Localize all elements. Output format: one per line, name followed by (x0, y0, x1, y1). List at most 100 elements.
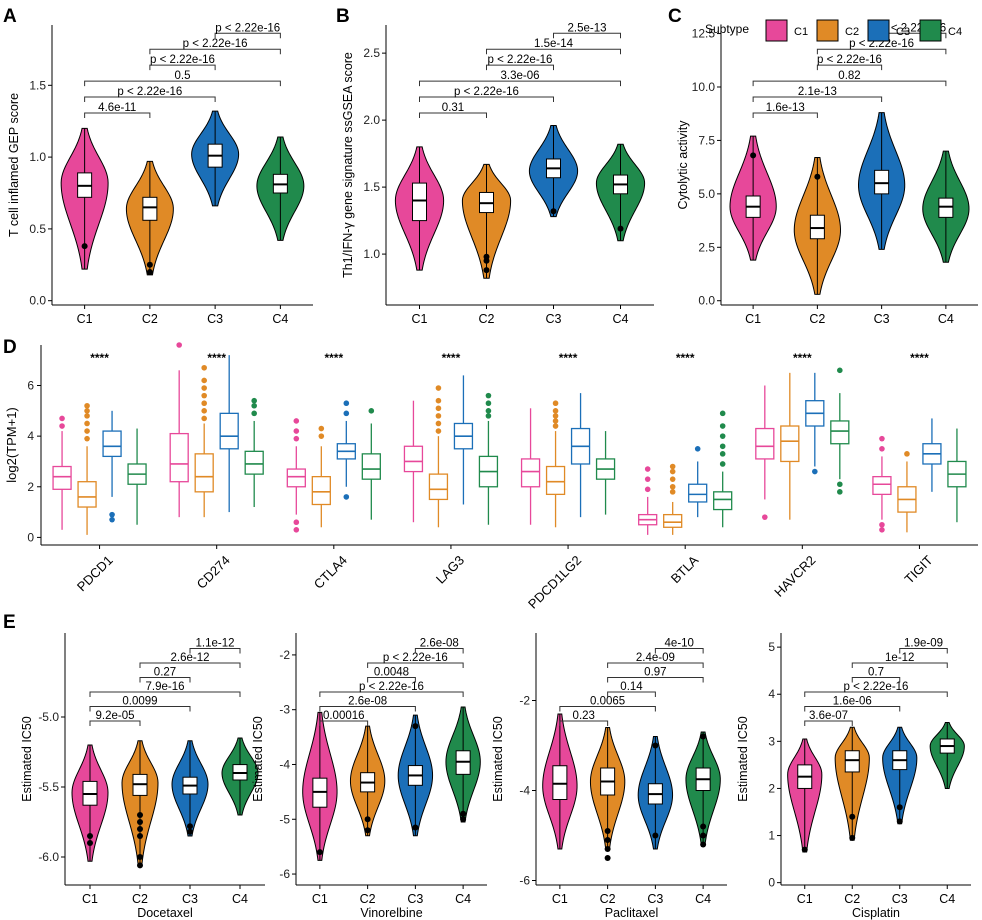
bracket-line (752, 112, 818, 118)
outlier-point (879, 521, 885, 528)
outlier-point (552, 408, 559, 414)
y-tick-label: 2.5 (363, 46, 380, 60)
outlier-point (700, 733, 707, 740)
x-tick-label: C4 (939, 892, 955, 906)
x-tick-label: C3 (546, 312, 562, 326)
outlier-point (201, 408, 207, 414)
bracket-line (804, 706, 901, 712)
outlier-point (293, 435, 300, 442)
outlier-point (176, 342, 182, 348)
p-value-label: p < 2.22e-16 (215, 22, 280, 34)
box-iqr (169, 432, 189, 483)
box-iqr (520, 458, 541, 488)
outlier-point (364, 816, 371, 823)
panel-e4: 0 1 2 3 4 5 C1 C2 C3 C4 Cisplatin Estimated IC50 3.6… (736, 633, 971, 920)
bracket-line (367, 662, 464, 668)
outlier-point (137, 854, 143, 860)
p-value-label: 0.0065 (590, 696, 625, 708)
p-value-label: 3.6e-07 (809, 710, 848, 722)
box-c1 (412, 182, 427, 222)
y-tick-label: 7.5 (698, 133, 715, 147)
outlier-point (552, 418, 559, 424)
outlier-point (201, 385, 207, 391)
outlier-point (318, 425, 325, 432)
y-tick-label: 12.5 (692, 27, 716, 41)
outlier-point (669, 476, 676, 482)
x-tick-label: C1 (82, 892, 98, 906)
y-axis-label: Estimated IC50 (736, 716, 750, 802)
bracket-line (559, 706, 656, 712)
comparison-bracket: 0.0048 (367, 667, 416, 683)
bracket-line (419, 80, 621, 87)
p-value-label: p < 2.22e-16 (849, 38, 914, 50)
outlier-point (187, 823, 193, 830)
box-iqr (545, 465, 566, 496)
bracket-line (816, 48, 947, 55)
box-iqr (403, 445, 424, 473)
significance-stars: **** (324, 351, 343, 365)
outlier-point (293, 519, 300, 526)
x-tick-label: C2 (132, 892, 148, 906)
comparison-bracket: 0.97 (607, 667, 704, 683)
y-axis-label: Estimated IC50 (491, 716, 505, 802)
p-value-label: 2.6e-08 (420, 638, 459, 650)
comparison-bracket: 1.6e-13 (752, 102, 818, 118)
p-value-label: 0.7 (868, 667, 884, 679)
outlier-point (84, 428, 90, 434)
outlier-point (146, 261, 153, 268)
comparison-bracket: 0.31 (419, 102, 487, 118)
box-iqr (311, 475, 331, 506)
x-tick-label: C2 (142, 312, 158, 326)
comparison-bracket: 1.6e-06 (804, 696, 901, 712)
y-tick-label: 5 (768, 640, 775, 654)
outlier-point (84, 435, 90, 442)
legend-item-c4: C4 (919, 19, 962, 42)
p-value-label: 0.0048 (374, 667, 409, 679)
outlier-point (669, 468, 676, 475)
outlier-point (364, 827, 371, 834)
panel-e1: E -6.0 -5.5 -5.0 C1 C2 C3 C4 Docetaxel Estimated … (3, 612, 265, 920)
outlier-point (137, 826, 143, 832)
outlier-point (604, 837, 611, 843)
y-axis-label: Estimated IC50 (20, 716, 34, 802)
outlier-point (552, 413, 559, 419)
box-c1 (520, 408, 541, 525)
y-axis-label: T cell inflamed GEP score (7, 93, 21, 237)
p-value-label: p < 2.22e-16 (117, 86, 182, 98)
y-tick-label: -5.5 (38, 780, 59, 794)
p-value-label: p < 2.22e-16 (183, 38, 248, 50)
outlier-point (435, 405, 442, 412)
significance-stars: **** (676, 351, 695, 365)
box-c1 (552, 765, 568, 800)
y-tick-label: 4 (768, 687, 775, 701)
outlier-point (837, 367, 843, 374)
p-value-label: 0.23 (573, 710, 595, 722)
box-c4 (244, 397, 264, 508)
box-c3 (336, 400, 356, 500)
legend-swatch (816, 19, 839, 42)
gene-group: **** TIGIT (872, 351, 967, 587)
outlier-point (201, 364, 207, 371)
outlier-point (604, 846, 611, 852)
bracket-line (607, 677, 704, 683)
outlier-point (849, 834, 856, 841)
comparison-bracket: p < 2.22e-16 (319, 681, 464, 697)
outlier-point (251, 397, 257, 404)
significance-stars: **** (910, 351, 929, 365)
box-c2 (194, 364, 214, 518)
comparison-bracket: p < 2.22e-16 (149, 38, 281, 55)
outlier-point (652, 832, 659, 839)
box-c4 (938, 197, 954, 218)
outlier-point (801, 846, 808, 853)
comparison-bracket: p < 2.22e-16 (816, 38, 947, 55)
panel-a: A 0.0 0.5 1.0 1.5 C1 C2 C3 C4 T cell inflamed GEP… (3, 6, 313, 326)
outlier-point (84, 420, 90, 427)
comparison-bracket: p < 2.22e-16 (804, 681, 948, 697)
outlier-point (719, 433, 726, 439)
legend-item-c2: C2 (816, 19, 859, 42)
panel-e2: -6 -5 -4 -3 -2 C1 C2 C3 C4 Vinorelbine Estimated I… (251, 633, 487, 920)
outlier-point (552, 400, 559, 407)
x-tick-label: C1 (312, 892, 328, 906)
outlier-point (84, 402, 90, 409)
